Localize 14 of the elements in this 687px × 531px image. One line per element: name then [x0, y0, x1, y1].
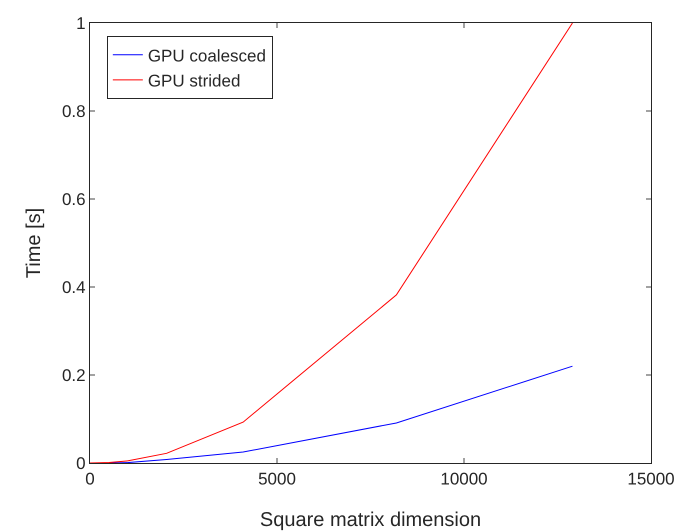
legend-label: GPU strided — [148, 71, 240, 90]
y-tick-label: 0.6 — [62, 190, 86, 209]
y-tick-label: 0 — [76, 454, 86, 473]
y-axis-title: Time [s] — [23, 208, 45, 278]
y-tick-label: 1 — [76, 14, 86, 33]
x-tick-label: 15000 — [627, 469, 675, 488]
y-tick-label: 0.4 — [62, 278, 86, 297]
legend-label: GPU coalesced — [148, 46, 266, 66]
line-series — [90, 23, 573, 463]
y-tick-label: 0.2 — [62, 366, 86, 385]
x-axis-title: Square matrix dimension — [260, 509, 482, 531]
x-tick-label: 5000 — [258, 469, 296, 488]
y-tick-label: 0.8 — [62, 102, 86, 121]
x-tick-label: 10000 — [440, 469, 488, 488]
